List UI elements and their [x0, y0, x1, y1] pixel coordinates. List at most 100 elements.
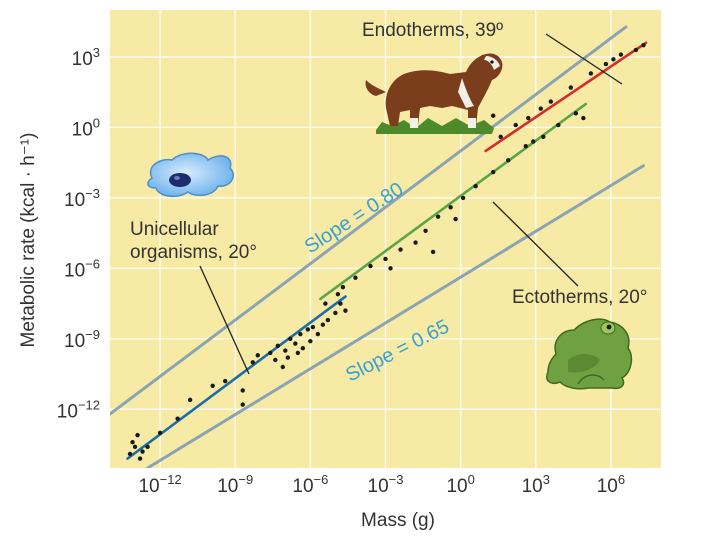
data-point-s0-14	[250, 360, 255, 365]
unicellular-label-line2: organisms, 20°	[130, 242, 257, 263]
data-point-s2-0	[490, 113, 496, 118]
x-tick-label-3: 10−3	[368, 472, 404, 497]
data-points	[127, 43, 646, 461]
data-point-s1-2	[340, 284, 346, 290]
data-point-s2-3	[526, 115, 531, 121]
unicellular-leader	[199, 265, 250, 375]
dog-illustration	[365, 53, 503, 134]
unicellular-organism-illustration	[147, 152, 234, 198]
x-tick-label-0: 10−12	[138, 472, 181, 497]
data-point-s1-22	[531, 139, 536, 144]
endotherms-leader	[545, 33, 623, 85]
data-point-s1-7	[398, 247, 403, 252]
data-point-s0-2	[137, 456, 143, 461]
data-point-s2-5	[548, 99, 553, 104]
unicellular-label-line1: Unicellular	[130, 219, 219, 240]
x-axis-title: Mass (g)	[361, 510, 435, 531]
data-point-s0-32	[343, 308, 348, 313]
y-tick-label-3: 10−6	[64, 256, 100, 281]
data-point-s0-9	[187, 397, 193, 403]
data-point-s0-4	[130, 439, 135, 445]
data-point-s0-31	[338, 301, 343, 306]
data-point-s1-13	[473, 183, 478, 189]
data-point-s2-13	[611, 57, 616, 62]
data-point-s0-18	[283, 348, 288, 353]
x-tick-label-5: 103	[522, 472, 550, 497]
fit-line-2	[484, 41, 648, 153]
data-point-s0-30	[333, 310, 338, 316]
x-tick-label-4: 100	[446, 472, 474, 497]
data-point-s0-22	[298, 331, 303, 337]
reference-line-1	[146, 164, 645, 468]
data-point-s0-20	[288, 336, 293, 342]
data-point-s2-12	[581, 115, 586, 121]
data-point-s0-27	[315, 331, 321, 337]
data-point-s1-21	[453, 216, 458, 222]
data-point-s0-7	[157, 430, 163, 435]
reference-lines	[110, 25, 645, 468]
data-point-s0-19	[280, 364, 286, 370]
data-point-s1-1	[335, 291, 341, 297]
x-tick-label-6: 106	[597, 472, 625, 497]
y-tick-label-4: 10−9	[64, 327, 100, 352]
data-point-s1-19	[573, 111, 579, 116]
x-tick-labels: 10−12 10−9 10−6 10−3 100 103 106	[138, 472, 625, 497]
data-point-s2-8	[603, 61, 609, 67]
data-point-s0-3	[135, 432, 140, 438]
data-point-s0-17	[275, 343, 281, 349]
x-tick-label-1: 10−9	[217, 472, 253, 497]
data-point-s0-13	[240, 402, 245, 407]
y-tick-label-1: 100	[72, 115, 100, 140]
data-point-s0-11	[223, 378, 228, 384]
data-point-s2-11	[641, 43, 646, 48]
data-point-s1-17	[541, 134, 546, 140]
y-tick-label-5: 10−12	[57, 397, 100, 422]
data-point-s1-9	[423, 228, 428, 233]
data-point-s1-15	[506, 158, 511, 163]
ectotherms-leader	[492, 201, 579, 287]
data-point-s2-9	[618, 52, 624, 57]
data-point-s1-8	[413, 240, 418, 245]
fit-line-0	[126, 295, 347, 460]
data-point-s1-6	[388, 266, 393, 271]
data-point-s0-34	[295, 350, 301, 356]
data-point-s1-12	[460, 195, 466, 201]
endotherms-label: Endotherms, 39º	[362, 20, 503, 41]
reference-line-0	[110, 25, 628, 416]
data-point-s0-28	[320, 322, 326, 327]
data-point-s2-6	[568, 85, 574, 90]
ectotherms-label: Ectotherms, 20°	[512, 287, 647, 308]
data-point-s0-15	[255, 353, 260, 358]
data-point-s1-18	[556, 122, 561, 128]
data-point-s1-10	[435, 214, 441, 219]
data-point-s0-6	[145, 444, 150, 450]
data-point-s1-3	[353, 275, 358, 280]
data-point-s0-35	[273, 357, 278, 363]
data-point-s1-16	[523, 144, 528, 149]
y-axis-title: Metabolic rate (kcal · h⁻¹)	[18, 133, 39, 348]
data-point-s0-12	[240, 388, 245, 393]
data-point-s1-5	[383, 256, 388, 262]
y-tick-label-2: 10−3	[64, 186, 100, 211]
grid	[110, 10, 661, 468]
data-point-s0-5	[140, 449, 145, 454]
data-point-s1-0	[323, 301, 328, 306]
data-point-s0-21	[293, 341, 298, 346]
data-point-s0-33	[285, 355, 291, 360]
data-point-s0-26	[310, 324, 316, 330]
x-tick-label-2: 10−6	[292, 472, 328, 497]
frog-illustration	[546, 318, 633, 390]
data-point-s1-20	[430, 249, 436, 255]
data-point-s0-29	[325, 317, 331, 323]
data-point-s1-4	[368, 263, 373, 269]
y-tick-label-0: 103	[72, 45, 100, 70]
data-point-s1-14	[490, 169, 496, 175]
data-point-s2-4	[538, 106, 543, 111]
y-tick-labels: 103 100 10−3 10−6 10−9 10−12	[57, 45, 100, 422]
data-point-s0-1	[132, 444, 138, 450]
data-point-s2-7	[588, 71, 594, 76]
data-point-s2-10	[633, 47, 639, 53]
data-point-s2-1	[498, 134, 503, 140]
data-point-s0-8	[175, 416, 180, 421]
